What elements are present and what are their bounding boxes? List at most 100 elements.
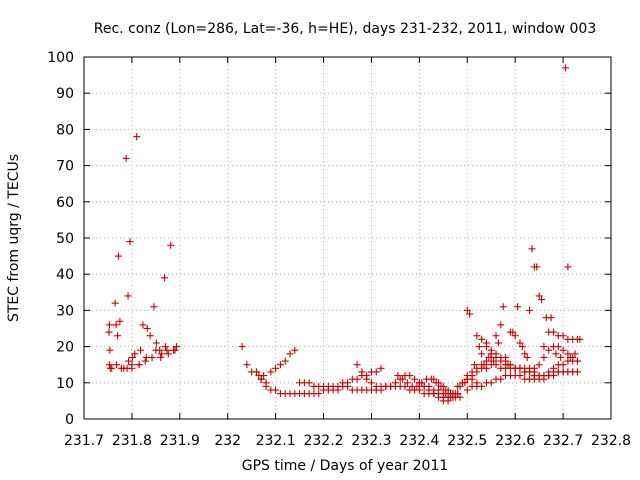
plot-frame xyxy=(83,56,612,420)
data-point xyxy=(545,346,553,354)
data-point xyxy=(143,325,151,332)
data-point xyxy=(272,386,280,394)
data-point xyxy=(135,361,143,369)
data-point xyxy=(475,343,483,351)
data-point xyxy=(502,357,510,365)
data-point xyxy=(152,339,160,347)
data-point xyxy=(425,386,433,394)
data-point xyxy=(530,368,538,376)
data-point xyxy=(128,361,136,369)
data-point xyxy=(158,350,166,358)
chart-title: Rec. conz (Lon=286, Lat=-36, h=HE), days… xyxy=(94,21,596,37)
data-point xyxy=(106,346,114,354)
data-point xyxy=(122,154,130,162)
x-axis-title: GPS time / Days of year 2011 xyxy=(242,458,449,474)
x-tick-label: 232.6 xyxy=(495,433,535,449)
data-point xyxy=(545,372,553,380)
y-tick-label: 40 xyxy=(56,267,74,283)
grid-layer xyxy=(84,57,611,419)
data-point xyxy=(535,292,543,300)
data-point xyxy=(146,332,154,340)
data-point xyxy=(167,241,175,249)
data-point xyxy=(141,357,149,365)
data-point xyxy=(363,375,371,383)
data-point xyxy=(116,317,124,325)
data-point xyxy=(492,361,500,369)
data-point xyxy=(150,303,158,311)
data-point xyxy=(482,339,490,347)
data-point xyxy=(463,386,471,394)
data-point xyxy=(528,245,536,253)
data-point xyxy=(456,382,464,390)
data-point xyxy=(454,390,462,398)
x-tick-label: 232.8 xyxy=(591,433,631,449)
data-point xyxy=(478,335,486,343)
data-point xyxy=(305,379,313,387)
data-point xyxy=(557,353,565,361)
data-point xyxy=(291,346,299,354)
data-point xyxy=(561,64,569,72)
data-point xyxy=(482,364,490,372)
data-point xyxy=(401,382,409,390)
data-point xyxy=(315,390,323,398)
data-point xyxy=(413,382,421,390)
data-point xyxy=(473,368,481,376)
data-point xyxy=(494,339,502,347)
data-point xyxy=(535,361,543,369)
data-point xyxy=(344,379,351,387)
data-point xyxy=(128,353,136,361)
data-point xyxy=(463,306,471,314)
data-point xyxy=(112,321,120,329)
data-point xyxy=(550,328,558,336)
data-point xyxy=(411,375,419,383)
data-point xyxy=(415,386,423,394)
data-point xyxy=(482,357,490,365)
data-point xyxy=(276,361,284,369)
data-point xyxy=(468,372,476,380)
data-point xyxy=(435,393,443,401)
data-point xyxy=(564,263,572,271)
data-point xyxy=(478,350,486,358)
data-point xyxy=(516,364,524,372)
y-tick-label: 30 xyxy=(56,303,74,319)
data-point xyxy=(406,372,414,380)
data-point xyxy=(463,375,471,383)
y-tick-label: 10 xyxy=(56,376,74,392)
data-point xyxy=(514,303,522,311)
y-tick-label: 50 xyxy=(56,231,74,247)
data-point xyxy=(358,368,366,376)
data-point xyxy=(569,353,577,361)
data-point xyxy=(142,353,150,361)
axis-ticks: 231.7 231.8 231.9 232 232.1 232.2 232.3 232.4 23… xyxy=(47,50,631,449)
data-point xyxy=(444,397,452,405)
data-point xyxy=(559,361,567,369)
y-tick-label: 0 xyxy=(65,412,74,428)
data-point xyxy=(420,382,428,390)
data-point xyxy=(286,350,294,358)
data-point xyxy=(131,350,139,358)
y-tick-label: 60 xyxy=(56,195,74,211)
data-point xyxy=(511,332,519,340)
data-point xyxy=(353,361,361,369)
data-point xyxy=(466,310,474,318)
data-point xyxy=(552,350,560,358)
data-point xyxy=(161,343,169,351)
data-point xyxy=(125,357,133,365)
data-point xyxy=(521,350,529,358)
data-point xyxy=(415,379,423,387)
data-point xyxy=(114,252,122,260)
data-point xyxy=(137,346,145,354)
data-point xyxy=(377,364,385,372)
data-point xyxy=(114,332,122,340)
x-tick-label: 232.2 xyxy=(303,433,343,449)
data-point xyxy=(133,133,141,141)
data-point xyxy=(157,353,165,361)
data-point xyxy=(487,346,495,354)
data-point xyxy=(461,379,469,387)
data-point xyxy=(576,335,584,343)
data-point xyxy=(490,357,498,365)
data-point xyxy=(272,364,280,372)
data-point xyxy=(372,368,380,376)
data-point xyxy=(367,379,375,387)
